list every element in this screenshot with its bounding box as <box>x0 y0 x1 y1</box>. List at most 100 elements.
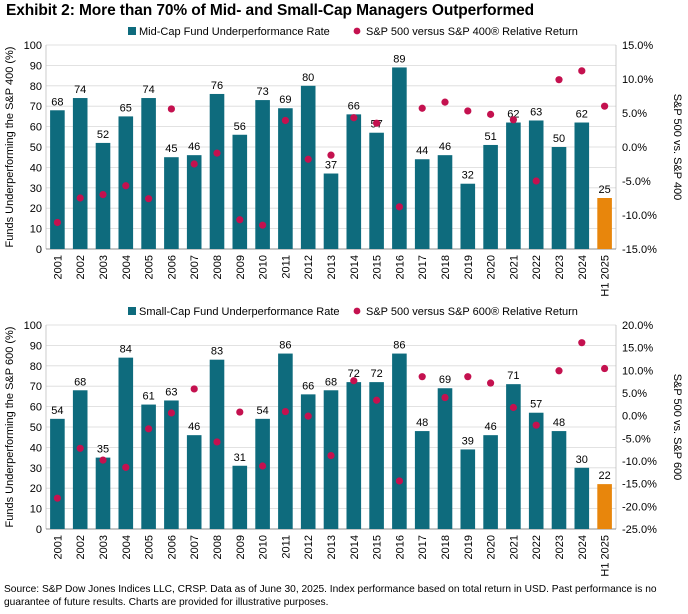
bar <box>232 134 248 249</box>
exhibit-title: Exhibit 2: More than 70% of Mid- and Sma… <box>6 2 535 19</box>
relative-return-point <box>532 177 540 185</box>
bar <box>209 93 225 250</box>
relative-return-point <box>578 67 586 75</box>
relative-return-point <box>555 367 563 375</box>
relative-return-point <box>418 104 426 112</box>
x-category-label: 2018 <box>440 255 452 279</box>
relative-return-point <box>76 194 84 202</box>
bar-data-label: 62 <box>507 109 519 121</box>
bar-data-label: 68 <box>51 96 63 108</box>
x-category-label: 2008 <box>212 535 224 559</box>
x-category-label: 2009 <box>235 255 247 279</box>
bar-data-label: 46 <box>188 421 200 433</box>
y2-tick-label: 5.0% <box>622 108 647 120</box>
y2-tick-label: 10.0% <box>622 74 653 86</box>
x-category-label: 2005 <box>144 535 156 559</box>
mid-cap-chart: 0 10 20 30 40 50 60 70 80 90 100 -15.0% -10.0% -5.0% 0… <box>4 26 683 297</box>
bar <box>141 404 156 529</box>
y-tick-label: 10 <box>30 504 42 516</box>
y2-tick-label: -15.0% <box>622 244 657 256</box>
x-category-label: 2021 <box>508 535 520 559</box>
relative-return-point <box>190 385 198 393</box>
bar <box>437 155 453 249</box>
x-category-label: 2012 <box>303 535 315 559</box>
x-category-label: 2009 <box>235 535 247 559</box>
x-category-label: 2010 <box>258 255 270 279</box>
y-tick-label: 20 <box>30 203 42 215</box>
y2-tick-label: 15.0% <box>622 343 653 355</box>
bar <box>369 132 384 249</box>
y2-tick-label: -15.0% <box>622 479 657 491</box>
x-category-label: 2020 <box>486 535 498 559</box>
bar <box>186 435 202 529</box>
bar <box>164 157 179 249</box>
y2-tick-label: 5.0% <box>622 388 647 400</box>
y2-tick-label: -25.0% <box>622 524 657 536</box>
y-tick-label: 70 <box>30 101 42 113</box>
bar <box>164 400 179 529</box>
legend-dot-swatch <box>353 27 361 35</box>
bar-data-label: 76 <box>211 80 223 92</box>
bar-data-label: 54 <box>51 405 63 417</box>
small-cap-chart: 0 10 20 30 40 50 60 70 80 90 100 -25.0% -20.0% -15.0%… <box>4 306 683 577</box>
bar-data-label: 68 <box>74 376 86 388</box>
bar-data-label: 80 <box>302 72 314 84</box>
bar <box>300 85 316 249</box>
y2-tick-label: -20.0% <box>622 501 657 513</box>
bar-data-label: 39 <box>462 435 474 447</box>
bar-data-label: 54 <box>256 405 268 417</box>
y-tick-label: 0 <box>36 524 42 536</box>
bar-data-label: 46 <box>188 141 200 153</box>
x-category-label: 2014 <box>349 255 361 279</box>
bar <box>506 384 521 529</box>
y-tick-label: 100 <box>24 320 42 332</box>
relative-return-point <box>167 409 175 417</box>
legend: Small-Cap Fund Underperformance Rate S&P … <box>128 306 578 318</box>
bar <box>528 412 544 529</box>
bar-data-label: 86 <box>393 340 405 352</box>
bar-data-label: 74 <box>74 84 86 96</box>
x-category-label: 2001 <box>52 255 64 279</box>
bar-data-label: 71 <box>507 370 519 382</box>
y2-axis-title: S&P 500 vs. S&P 400 <box>671 94 683 201</box>
x-category-label: 2024 <box>577 535 589 559</box>
bar-data-label: 72 <box>348 368 360 380</box>
y-tick-label: 40 <box>30 442 42 454</box>
relative-return-point <box>304 155 312 163</box>
bar-data-label: 65 <box>120 102 132 114</box>
x-category-label: 2001 <box>52 535 64 559</box>
bar <box>72 98 88 249</box>
x-category-label: 2004 <box>121 535 133 559</box>
bar <box>278 353 293 529</box>
x-category-label: 2003 <box>98 255 110 279</box>
x-category-label: 2007 <box>189 255 201 279</box>
bar-data-label: 51 <box>484 131 496 143</box>
bar-data-label: 68 <box>325 376 337 388</box>
x-category-label: 2011 <box>280 535 292 559</box>
x-category-label: 2021 <box>508 255 520 279</box>
bar <box>300 394 316 529</box>
bar-data-label: 48 <box>416 417 428 429</box>
y-tick-label: 60 <box>30 402 42 414</box>
y-tick-label: 100 <box>24 40 42 52</box>
bar <box>597 484 612 529</box>
relative-return-point <box>487 110 495 118</box>
bar-data-label: 69 <box>279 94 291 106</box>
bar <box>460 449 476 529</box>
legend-bar-swatch <box>128 27 136 35</box>
relative-return-point <box>509 403 517 412</box>
y2-tick-label: 0.0% <box>622 411 647 423</box>
x-category-label: 2015 <box>372 535 384 559</box>
x-category-label: 2014 <box>349 535 361 559</box>
y-tick-label: 30 <box>30 183 42 195</box>
y2-axis-title: S&P 500 vs. S&P 600 <box>671 374 683 481</box>
bar-data-label: 48 <box>553 417 565 429</box>
x-category-label: 2004 <box>121 255 133 279</box>
x-category-label: 2007 <box>189 535 201 559</box>
y2-tick-label: 0.0% <box>622 142 647 154</box>
bar-data-label: 83 <box>211 346 223 358</box>
bar <box>414 159 430 249</box>
x-category-label: 2008 <box>212 255 224 279</box>
bar <box>141 98 156 249</box>
relative-return-point <box>99 191 107 199</box>
